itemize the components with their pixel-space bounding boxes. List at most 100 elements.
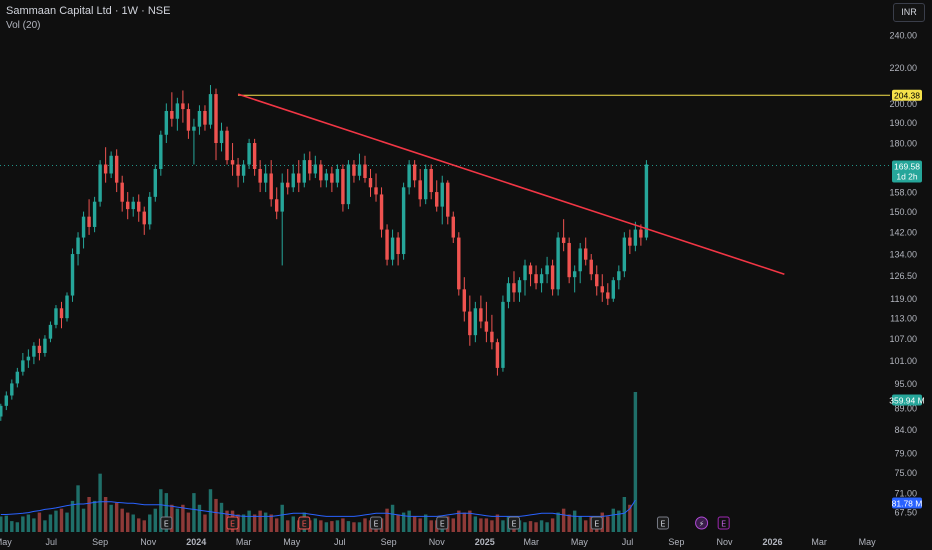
candle-body <box>561 237 566 243</box>
symbol-title: Sammaan Capital Ltd · 1W · NSE <box>6 5 171 17</box>
candle-body <box>208 94 213 125</box>
volume-bar <box>175 508 180 532</box>
volume-bar <box>186 512 191 532</box>
candle-body <box>578 248 582 272</box>
candle-body <box>48 324 53 339</box>
volume-bar <box>468 510 472 532</box>
candle-body <box>479 308 483 322</box>
volume-bar <box>203 514 207 532</box>
price-tick-label: 89.00 <box>894 404 917 414</box>
volume-bar <box>341 518 345 532</box>
volume-ma-label: 81.78 M <box>892 499 923 509</box>
volume-bar <box>423 514 428 532</box>
volume-bar <box>269 514 273 532</box>
candle-body <box>247 143 251 165</box>
price-tick-label: 142.00 <box>889 228 917 238</box>
price-tick-label: 84.00 <box>894 425 917 435</box>
volume-bar <box>606 516 610 532</box>
volume-bar <box>473 516 478 532</box>
volume-bar <box>617 510 621 532</box>
price-tick-label: 158.00 <box>889 188 917 198</box>
price-tick-label: 79.00 <box>894 448 917 458</box>
candle-body <box>4 395 9 406</box>
volume-indicator-label[interactable]: Vol (20) <box>6 20 41 31</box>
volume-bar <box>214 498 218 532</box>
volume-bar <box>401 512 406 532</box>
volume-bar <box>572 510 577 532</box>
volume-bar <box>26 514 31 532</box>
volume-bar <box>479 518 483 532</box>
time-axis-label: 2024 <box>186 537 206 547</box>
candle-body <box>330 173 334 183</box>
volume-bar <box>451 518 455 532</box>
volume-bar <box>534 522 538 532</box>
candle-body <box>407 164 411 188</box>
candle-body <box>412 164 417 181</box>
time-axis-label: Mar <box>524 537 540 547</box>
price-tick-label: 67.50 <box>894 508 917 518</box>
candle-body <box>639 229 643 238</box>
volume-bar <box>59 508 64 532</box>
candle-body <box>457 237 461 290</box>
volume-bar <box>484 518 489 532</box>
event-letter: ⚡ <box>699 520 705 529</box>
candle-body <box>15 371 20 384</box>
volume-bar <box>633 392 638 532</box>
volume-bar <box>142 520 146 532</box>
volume-bar <box>357 522 362 532</box>
candle-body <box>584 248 588 260</box>
candle-body <box>451 216 455 238</box>
time-axis-label: Sep <box>668 537 684 547</box>
candle-body <box>490 331 494 343</box>
volume-bar <box>501 520 505 532</box>
candle-body <box>501 301 505 368</box>
currency-button[interactable]: INR <box>893 3 925 22</box>
earnings-event-icon <box>298 516 311 530</box>
last-price-label-bg <box>892 160 922 183</box>
candle-body <box>81 216 86 238</box>
volume-bar <box>103 497 108 532</box>
volume-bar <box>98 473 102 532</box>
event-letter: E <box>511 520 516 529</box>
volume-bar <box>628 504 632 532</box>
price-tick-label: 180.00 <box>889 139 917 149</box>
time-axis-label: Sep <box>92 537 108 547</box>
candle-body <box>181 103 185 110</box>
candle-body <box>313 164 318 174</box>
price-tick-label: 134.00 <box>889 250 917 260</box>
candle-body <box>319 164 323 181</box>
candle-body <box>164 110 169 135</box>
volume-bar <box>385 508 389 532</box>
candle-body <box>462 289 467 312</box>
volume-bar <box>352 522 356 532</box>
time-axis-label: Nov <box>140 537 157 547</box>
candle-body <box>98 164 102 202</box>
volume-bar <box>70 500 75 532</box>
candle-body <box>379 194 384 230</box>
split-event-icon <box>695 516 709 530</box>
time-axis-label: Nov <box>716 537 733 547</box>
candle-body <box>258 168 262 183</box>
volume-bar <box>263 512 268 532</box>
volume-bar <box>81 508 86 532</box>
candle-body <box>628 237 632 246</box>
volume-bar <box>567 514 571 532</box>
candle-body <box>396 237 400 255</box>
earnings-event-icon <box>717 516 730 530</box>
candle-body <box>153 168 158 197</box>
price-tick-label: 150.00 <box>889 207 917 217</box>
volume-bar <box>280 504 284 532</box>
candle-body <box>468 311 472 336</box>
time-axis-label: Mar <box>236 537 252 547</box>
volume-bar <box>545 522 549 532</box>
volume-bar <box>258 510 262 532</box>
candle-body <box>390 237 395 260</box>
candle-body <box>473 308 478 336</box>
candle-body <box>186 109 191 131</box>
candle-body <box>114 155 119 183</box>
candle-body <box>600 286 604 293</box>
volume-bar <box>15 522 20 532</box>
volume-bar <box>159 489 163 532</box>
candle-body <box>286 182 290 188</box>
